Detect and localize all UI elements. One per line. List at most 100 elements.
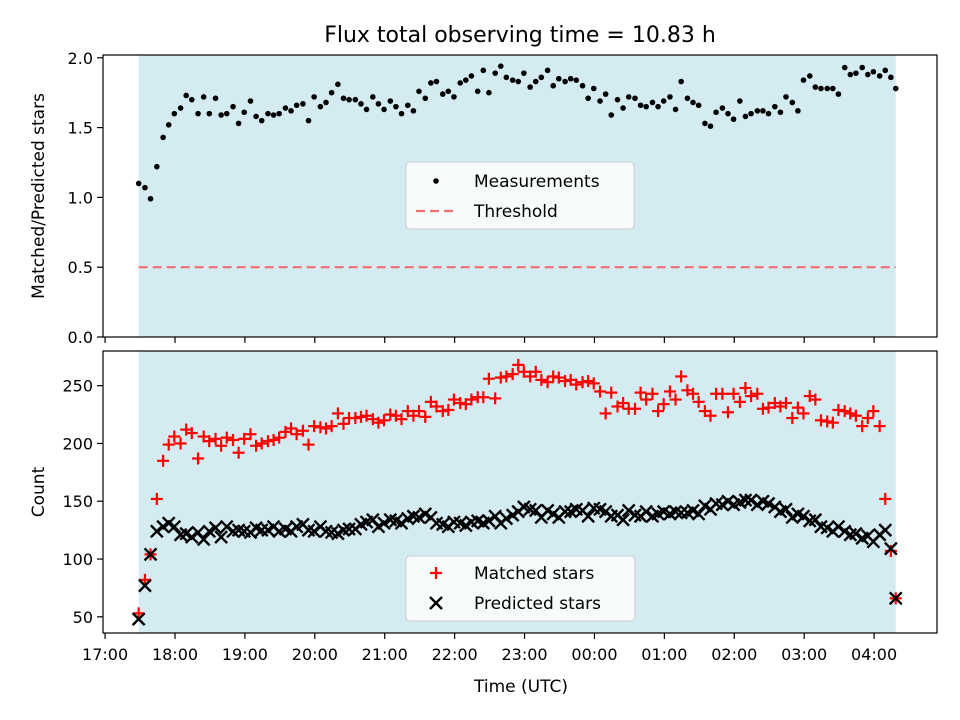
measurement-point: [672, 106, 679, 113]
legend-box-top: [405, 161, 635, 230]
predicted-star-point: [196, 532, 211, 547]
measurement-point: [445, 88, 452, 95]
matched-star-point: [331, 407, 344, 420]
measurement-point: [888, 74, 894, 81]
measurement-point: [830, 85, 836, 92]
matched-star-point: [138, 573, 151, 586]
predicted-stars-series: [131, 493, 903, 626]
predicted-star-point: [138, 578, 152, 593]
measurement-point: [590, 85, 597, 92]
matched-star-point: [739, 381, 752, 394]
measurement-point: [468, 73, 475, 79]
measurement-point: [147, 195, 154, 202]
x-tick-label: 20:00: [292, 645, 338, 664]
matched-star-point: [634, 386, 647, 399]
measurement-point: [667, 94, 673, 100]
measurement-point: [200, 94, 207, 100]
matched-star-point: [349, 412, 362, 425]
matched-star-point: [628, 402, 641, 415]
measurement-point: [707, 123, 714, 129]
predicted-star-point: [499, 511, 514, 526]
measurement-point: [765, 110, 772, 117]
predicted-star-point: [884, 541, 898, 556]
x-tick-label: 21:00: [362, 645, 408, 664]
measurement-point: [223, 110, 230, 117]
measurement-point: [497, 63, 504, 69]
measurement-point: [678, 78, 684, 85]
matched-star-point: [465, 393, 478, 406]
measurement-point: [247, 98, 254, 104]
matched-star-point: [314, 421, 327, 434]
matched-star-point: [482, 372, 495, 385]
matched-star-point: [360, 409, 373, 422]
matched-star-point: [873, 420, 886, 433]
measurement-point: [573, 77, 580, 83]
measurement-point: [800, 77, 807, 83]
legend-box-bottom: [405, 555, 636, 622]
measurement-point: [527, 84, 533, 90]
legend-bottom: Matched stars Predicted stars: [405, 555, 636, 622]
matched-star-point: [675, 370, 688, 383]
matched-star-point: [756, 402, 769, 415]
measurement-point: [655, 103, 661, 110]
matched-star-point: [290, 428, 303, 441]
measurement-point: [276, 110, 282, 117]
measurement-point: [135, 180, 142, 187]
measurement-point: [323, 99, 329, 106]
legend-top: Measurements Threshold: [405, 161, 635, 230]
matched-star-point: [594, 385, 607, 398]
measurement-point: [393, 103, 399, 110]
measurement-point: [439, 91, 446, 97]
matched-star-point: [384, 408, 397, 421]
legend-matched-label: Matched stars: [474, 564, 594, 584]
x-axis-label: Time (UTC): [473, 677, 568, 697]
measurement-point: [230, 103, 236, 110]
matched-star-point: [552, 371, 565, 384]
matched-star-point: [605, 386, 618, 399]
measurement-point: [300, 101, 306, 107]
measurement-point: [206, 110, 213, 117]
measurement-point: [410, 108, 417, 114]
measurement-point: [742, 113, 749, 120]
measurement-point: [713, 109, 719, 116]
matched-star-point: [203, 435, 216, 448]
x-axis-ticks-top: [104, 337, 875, 343]
measurement-point: [818, 85, 824, 92]
predicted-star-point: [214, 530, 228, 544]
measurement-point: [521, 70, 527, 76]
measurement-point: [550, 82, 557, 89]
matched-star-point: [821, 415, 834, 428]
measurement-point: [398, 110, 405, 117]
predicted-star-point: [342, 522, 356, 536]
matched-star-point: [285, 422, 298, 435]
matched-star-point: [489, 392, 502, 405]
measurement-point: [241, 109, 248, 116]
matched-star-point: [250, 439, 263, 452]
measurement-point: [614, 96, 621, 103]
measurement-point: [567, 75, 574, 82]
measurement-point: [824, 85, 831, 92]
matched-star-point: [617, 397, 630, 410]
matched-star-point: [419, 410, 432, 423]
y-axis-label-bottom: Count: [29, 466, 49, 517]
measurement-point: [463, 77, 469, 83]
legend-measurements-label: Measurements: [474, 172, 600, 192]
matched-star-point: [494, 371, 507, 384]
matched-star-point: [308, 420, 321, 433]
measurement-point: [812, 84, 819, 90]
matched-star-point: [209, 432, 222, 445]
matched-star-point: [687, 387, 700, 400]
measurement-point: [643, 103, 649, 110]
measurement-point: [288, 108, 294, 114]
panel-ratio: 0.00.51.01.52.0 Matched/Predicted stars …: [29, 49, 938, 347]
measurement-point: [754, 108, 761, 114]
measurement-point: [585, 95, 591, 102]
measurement-point: [457, 80, 464, 86]
measurement-point: [620, 105, 626, 111]
measurement-point: [684, 95, 691, 102]
predicted-star-point: [412, 510, 426, 525]
matched-star-point: [570, 378, 583, 391]
measurement-point: [892, 85, 899, 92]
predicted-star-point: [131, 612, 146, 626]
